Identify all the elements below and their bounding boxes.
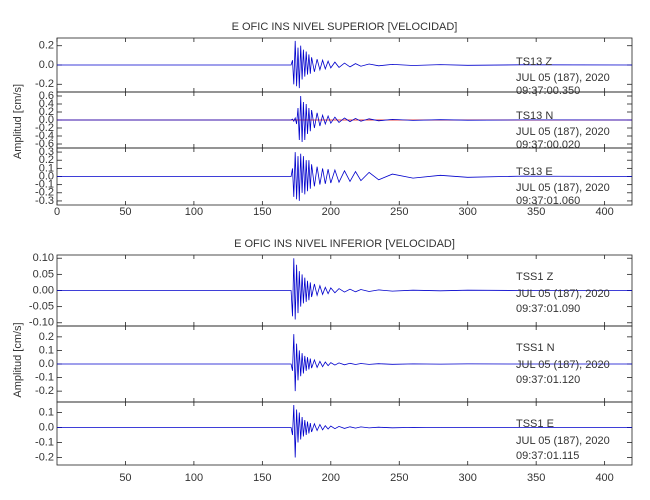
y-tick-label: -0.05: [29, 301, 54, 313]
x-tick-label: 300: [459, 472, 477, 484]
y-tick-label: 0.2: [39, 154, 54, 166]
trace-annotation: 09:37:00.350: [516, 85, 580, 97]
y-tick-label: 0.05: [33, 268, 54, 280]
x-tick-label: 200: [322, 472, 340, 484]
trace-annotation: TS13 N: [516, 110, 553, 122]
y-tick-label: 0.6: [39, 90, 54, 102]
y-tick-label: 0.1: [39, 344, 54, 356]
y-tick-label: 0.2: [39, 331, 54, 343]
y-tick-label: -0.1: [35, 371, 54, 383]
y-tick-label: -0.2: [35, 187, 54, 199]
x-tick-label: 200: [322, 206, 340, 218]
x-tick-label: 400: [595, 472, 613, 484]
trace-annotation: JUL 05 (187), 2020: [516, 72, 610, 84]
y-tick-label: -0.10: [29, 317, 54, 329]
y-tick-label: -0.6: [35, 138, 54, 150]
y-tick-label: 0.4: [39, 98, 54, 110]
chart-title: E OFIC INS NIVEL INFERIOR [VELOCIDAD]: [234, 238, 455, 250]
trace-annotation: TS13 Z: [516, 56, 552, 68]
y-tick-label: 0.10: [33, 252, 54, 264]
y-tick-label: -0.2: [35, 451, 54, 463]
trace-annotation: JUL 05 (187), 2020: [516, 126, 610, 138]
y-tick-label: -0.3: [35, 195, 54, 207]
x-tick-label: 300: [459, 206, 477, 218]
trace-annotation: TS13 E: [516, 166, 553, 178]
x-tick-label: 350: [527, 206, 545, 218]
y-tick-label: 0.0: [39, 114, 54, 126]
trace-annotation: 09:37:01.115: [516, 450, 579, 462]
trace-annotation: 09:37:01.090: [516, 303, 580, 315]
y-tick-label: 0.0: [39, 59, 54, 71]
y-axis-label: Amplitud [cm/s]: [12, 322, 24, 397]
trace-annotation: JUL 05 (187), 2020: [516, 359, 610, 371]
y-tick-label: 0.1: [39, 406, 54, 418]
waveform: [57, 404, 632, 458]
y-tick-label: 0.0: [39, 358, 54, 370]
waveform: [57, 334, 632, 392]
trace-annotation: 09:37:01.120: [516, 374, 580, 386]
panel-frame: [56, 401, 633, 466]
chart-title: E OFIC INS NIVEL SUPERIOR [VELOCIDAD]: [232, 21, 458, 33]
y-tick-label: 0.0: [39, 421, 54, 433]
x-tick-label: 150: [253, 206, 271, 218]
y-tick-label: 0.00: [33, 284, 54, 296]
trace-annotation: JUL 05 (187), 2020: [516, 435, 610, 447]
waveform: [57, 258, 632, 320]
trace-annotation: 09:37:01.060: [516, 195, 580, 207]
y-tick-label: 0.2: [39, 40, 54, 52]
y-axis-label: Amplitud [cm/s]: [12, 84, 24, 159]
y-tick-label: -0.1: [35, 436, 54, 448]
x-tick-label: 400: [595, 206, 613, 218]
y-tick-label: 0.2: [39, 106, 54, 118]
y-tick-label: 0.0: [39, 170, 54, 182]
x-tick-label: 150: [253, 472, 271, 484]
trace-annotation: TSS1 Z: [516, 271, 554, 283]
waveform: [57, 95, 633, 143]
trace-annotation: JUL 05 (187), 2020: [516, 182, 610, 194]
x-tick-label: 0: [54, 206, 60, 218]
waveform: [57, 40, 633, 89]
trace-annotation: TSS1 E: [516, 418, 554, 430]
x-tick-label: 250: [390, 206, 408, 218]
y-tick-label: -0.2: [35, 122, 54, 134]
x-tick-label: 250: [390, 472, 408, 484]
y-tick-label: 0.3: [39, 146, 54, 158]
y-tick-label: -0.4: [35, 130, 54, 142]
x-tick-label: 350: [527, 472, 545, 484]
y-tick-label: 0.1: [39, 162, 54, 174]
y-tick-label: -0.2: [35, 78, 54, 90]
trace-annotation: 09:37:00.020: [516, 139, 580, 151]
x-tick-label: 100: [185, 472, 203, 484]
trace-annotation: JUL 05 (187), 2020: [516, 288, 610, 300]
y-tick-label: -0.2: [35, 385, 54, 397]
x-tick-label: 100: [185, 206, 203, 218]
y-tick-label: -0.1: [35, 179, 54, 191]
x-tick-label: 50: [119, 206, 131, 218]
x-tick-label: 50: [119, 472, 131, 484]
waveform: [57, 152, 633, 201]
trace-annotation: TSS1 N: [516, 342, 555, 354]
